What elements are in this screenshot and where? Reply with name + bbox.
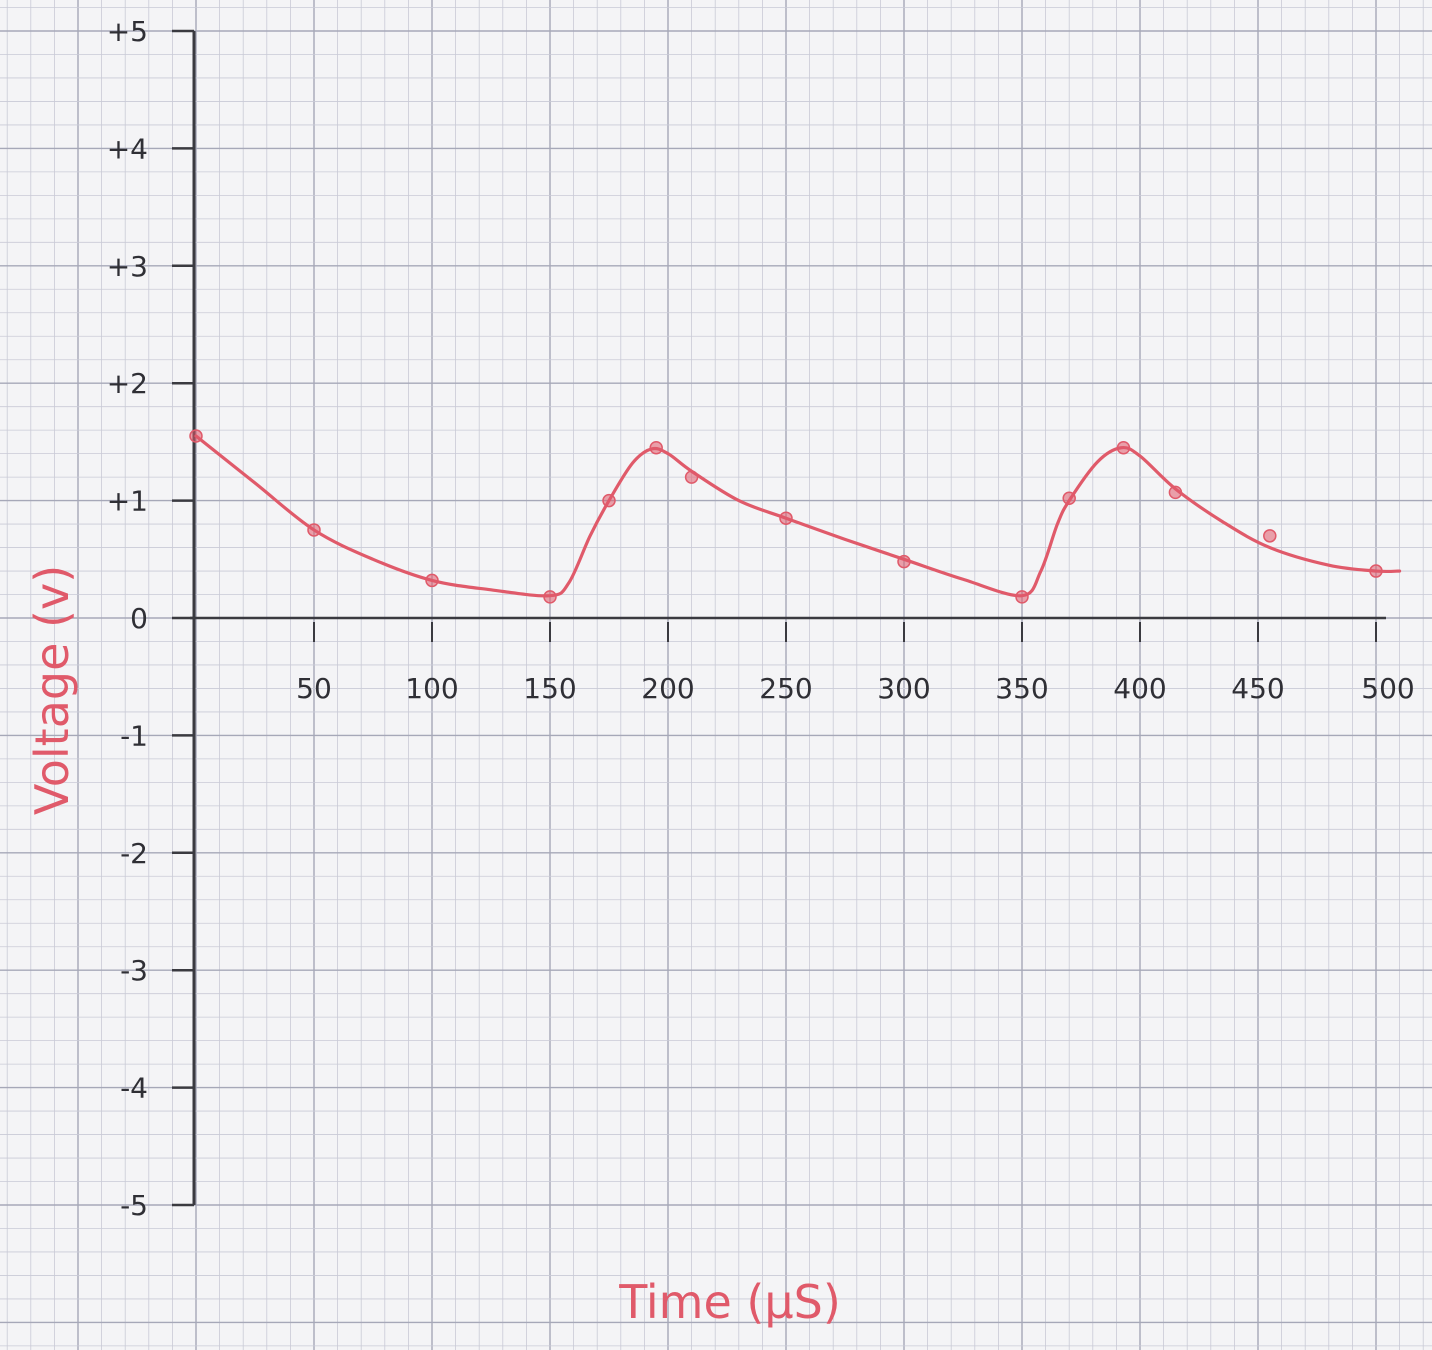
data-point	[543, 590, 557, 604]
y-axis-ticks: +5 +4 +3 +2 +1 0 -1 -2 -3 -4 -5	[107, 15, 194, 1222]
data-series	[189, 429, 1402, 604]
x-tick-label: 100	[405, 672, 458, 705]
data-point	[1116, 441, 1131, 455]
x-tick-label: 500	[1361, 672, 1414, 705]
y-tick-label: +3	[107, 250, 148, 283]
axes	[190, 31, 1386, 1205]
series-line	[194, 434, 1402, 598]
y-tick-label: +4	[107, 132, 148, 165]
y-tick-label: -1	[120, 719, 148, 752]
data-point	[684, 470, 699, 484]
data-point	[649, 441, 663, 455]
y-tick-label: -4	[120, 1072, 148, 1105]
data-point	[779, 511, 793, 525]
data-point	[897, 554, 911, 569]
y-axis-label: Voltage (v)	[25, 565, 79, 815]
x-tick-label: 150	[523, 672, 576, 705]
data-point	[1168, 485, 1183, 500]
y-tick-label: +1	[107, 485, 148, 518]
data-point	[189, 429, 203, 443]
data-point	[1062, 491, 1076, 506]
data-point	[1263, 529, 1277, 543]
y-tick-label: -5	[120, 1189, 148, 1222]
y-tick-label: -3	[120, 954, 148, 987]
x-tick-label: 350	[995, 672, 1048, 705]
x-tick-label: 400	[1113, 672, 1166, 705]
x-axis-label: Time (μS)	[618, 1275, 841, 1329]
x-tick-label: 300	[877, 672, 930, 705]
y-tick-label: 0	[130, 602, 148, 635]
data-point	[1015, 590, 1029, 604]
data-point	[307, 523, 321, 537]
x-tick-label: 450	[1231, 672, 1284, 705]
data-point	[602, 493, 616, 508]
data-point	[425, 573, 439, 588]
y-tick-label: +5	[107, 15, 148, 48]
data-point	[1369, 564, 1383, 578]
y-tick-label: +2	[107, 367, 148, 400]
x-tick-label: 200	[641, 672, 694, 705]
y-tick-label: -2	[120, 837, 148, 870]
x-axis-ticks: 50 100 150 200 250 300 350 400 450 500	[296, 622, 1415, 705]
x-tick-label: 50	[296, 672, 332, 705]
x-tick-label: 250	[759, 672, 812, 705]
